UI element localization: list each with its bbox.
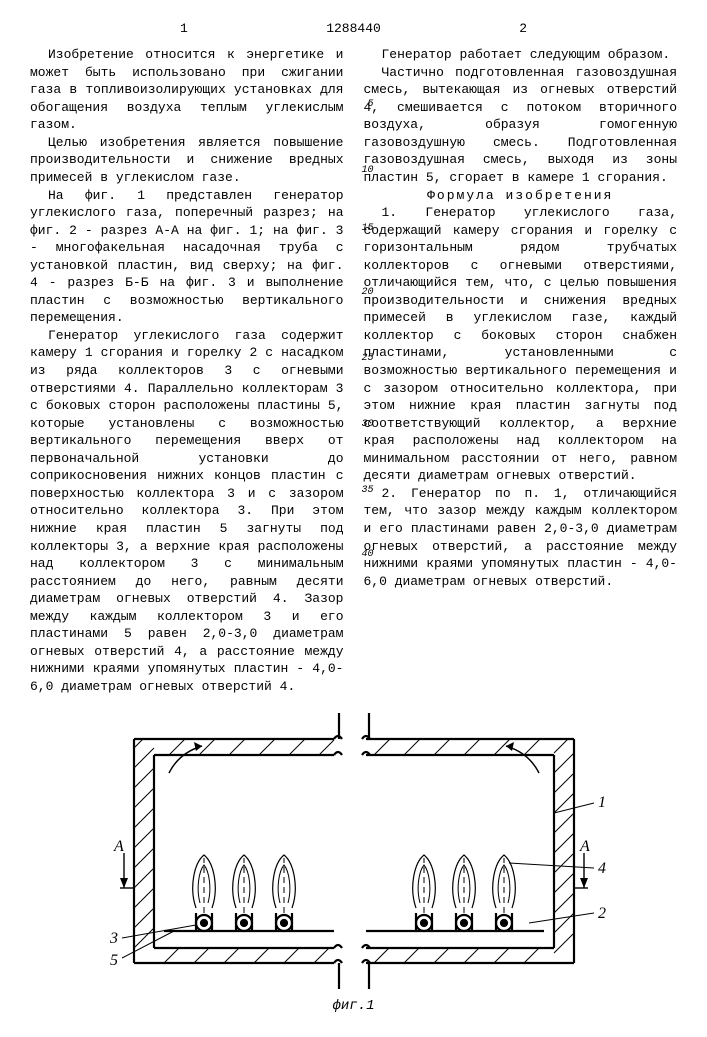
- ref-3: 3: [109, 930, 118, 947]
- ref-2: 2: [598, 905, 606, 922]
- figure-1: A A 1 4 2 3 5 фиг.1: [30, 713, 677, 1017]
- page-root: 1 1288440 2 Изобретение относится к энер…: [0, 0, 707, 1037]
- paragraph: Частично подготовленная газовоздушная см…: [364, 64, 678, 187]
- section-label-A-right: A: [579, 838, 590, 855]
- line-number: 20: [362, 286, 374, 300]
- paragraph: Изобретение относится к энергетике и мож…: [30, 46, 344, 134]
- line-number: 30: [362, 418, 374, 432]
- left-column: Изобретение относится к энергетике и мож…: [30, 46, 344, 695]
- paragraph: Генератор углекислого газа содержит каме…: [30, 327, 344, 695]
- ref-4: 4: [598, 860, 606, 877]
- figure-svg: A A 1 4 2 3 5: [74, 713, 634, 993]
- paragraph: 2. Генератор по п. 1, отличающийся тем, …: [364, 485, 678, 590]
- line-number: 5: [362, 98, 374, 112]
- ref-1: 1: [598, 794, 606, 811]
- paragraph: Генератор работает следующим образом.: [364, 46, 678, 64]
- paragraph: 1. Генератор углекислого газа, содержащи…: [364, 204, 678, 485]
- paragraph: Целью изобретения является повышение про…: [30, 134, 344, 187]
- line-number: 35: [362, 484, 374, 498]
- page-number-left: 1: [180, 20, 188, 38]
- section-label-A-left: A: [113, 838, 124, 855]
- line-number: 40: [362, 548, 374, 562]
- ref-5: 5: [110, 952, 118, 969]
- line-number: 25: [362, 352, 374, 366]
- formula-heading: Формула изобретения: [364, 187, 678, 205]
- line-number: 10: [362, 164, 374, 178]
- page-header: 1 1288440 2: [30, 20, 677, 38]
- figure-label: фиг.1: [30, 997, 677, 1017]
- document-number: 1288440: [326, 21, 381, 36]
- right-column: 5 10 15 20 25 30 35 40 Генератор работае…: [364, 46, 678, 695]
- text-columns: Изобретение относится к энергетике и мож…: [30, 46, 677, 695]
- page-number-right: 2: [519, 20, 527, 38]
- line-number: 15: [362, 222, 374, 236]
- paragraph: На фиг. 1 представлен генератор углекисл…: [30, 187, 344, 327]
